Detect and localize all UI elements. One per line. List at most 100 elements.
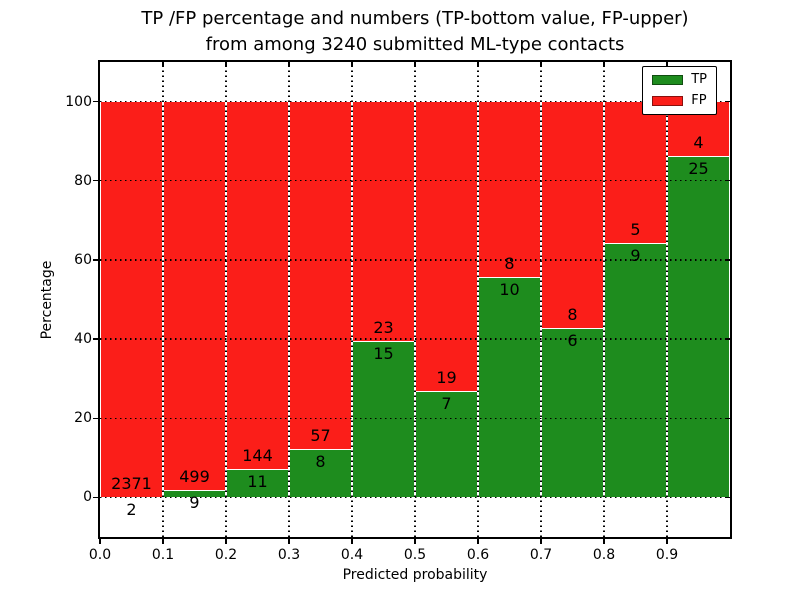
bar-segment-fp — [289, 101, 352, 449]
bar-segment-fp — [604, 101, 667, 243]
y-tick-mark — [93, 338, 98, 340]
x-tick-mark — [477, 539, 479, 544]
fp-count-label: 144 — [242, 446, 273, 466]
x-tick-label: 0.8 — [592, 547, 616, 563]
tp-count-label: 6 — [567, 330, 578, 350]
x-tick-mark — [225, 539, 227, 544]
x-tick-mark-top — [288, 62, 290, 67]
fp-count-label: 2371 — [111, 474, 152, 494]
x-tick-label: 0.5 — [403, 547, 427, 563]
x-tick-mark — [288, 539, 290, 544]
y-tick-mark-right — [725, 100, 730, 103]
bar-segment-fp — [352, 101, 415, 342]
fp-count-label: 23 — [373, 318, 394, 338]
legend: TP FP — [642, 66, 717, 115]
tp-count-label: 7 — [441, 393, 452, 413]
x-tick-mark — [603, 539, 605, 544]
bar-segment-tp — [667, 156, 730, 498]
bar-segment-fp — [415, 101, 478, 391]
legend-item-tp: TP — [652, 73, 707, 87]
x-gridline — [603, 62, 605, 537]
tp-count-label: 15 — [373, 344, 394, 364]
x-axis-label: Predicted probability — [342, 567, 488, 583]
x-tick-label: 0.9 — [655, 547, 679, 563]
y-tick-mark — [93, 180, 98, 182]
tp-count-label: 2 — [126, 500, 137, 520]
x-gridline — [477, 62, 479, 537]
y-tick-label: 60 — [74, 251, 92, 268]
x-tick-mark — [414, 539, 416, 544]
x-tick-mark — [540, 539, 542, 544]
x-tick-mark-top — [414, 62, 416, 67]
y-tick-mark-right — [725, 496, 730, 499]
plot-area: 2371 2 499 9 144 11 57 8 23 15 19 7 8 10 8 6 5 9 4 25 TP FP — [93, 60, 732, 544]
x-tick-label: 0.4 — [340, 547, 364, 563]
x-tick-mark-top — [477, 62, 479, 67]
bar-segment-tp — [415, 390, 478, 498]
fp-count-label: 57 — [310, 425, 331, 445]
legend-swatch-tp — [652, 75, 684, 85]
x-gridline — [225, 62, 227, 537]
x-tick-mark — [99, 539, 101, 544]
fp-count-label: 8 — [504, 254, 515, 274]
x-tick-mark-top — [225, 62, 227, 67]
chart-title-line2: from among 3240 submitted ML-type contac… — [205, 34, 625, 55]
x-tick-label: 0.7 — [529, 547, 553, 563]
bar-segment-tp — [604, 242, 667, 498]
x-tick-mark-top — [603, 62, 605, 67]
x-gridline — [540, 62, 542, 537]
y-tick-mark-right — [725, 338, 730, 340]
y-tick-label: 100 — [65, 93, 92, 110]
x-tick-mark — [351, 539, 353, 544]
legend-label-tp: TP — [691, 72, 707, 87]
tp-count-label: 9 — [189, 493, 200, 513]
x-gridline — [162, 62, 164, 537]
fp-count-label: 499 — [179, 467, 210, 487]
y-tick-mark — [93, 417, 98, 419]
x-tick-label: 0.0 — [88, 547, 112, 563]
x-tick-label: 0.6 — [466, 547, 490, 563]
bar-segment-fp — [100, 101, 163, 498]
legend-item-fp: FP — [652, 94, 707, 108]
y-tick-label: 40 — [74, 331, 92, 348]
fp-count-label: 8 — [567, 304, 578, 324]
tp-count-label: 11 — [247, 472, 268, 492]
x-gridline — [288, 62, 290, 537]
legend-label-fp: FP — [691, 93, 707, 108]
chart-title-line1: TP /FP percentage and numbers (TP-bottom… — [141, 8, 689, 29]
x-tick-label: 0.2 — [214, 547, 238, 563]
x-gridline — [351, 62, 353, 537]
chart-title: TP /FP percentage and numbers (TP-bottom… — [85, 6, 745, 58]
y-tick-mark — [93, 259, 98, 261]
bar-segment-fp — [478, 101, 541, 278]
tp-count-label: 10 — [499, 280, 520, 300]
x-tick-label: 0.1 — [151, 547, 175, 563]
y-tick-mark — [93, 496, 98, 499]
tp-count-label: 25 — [688, 159, 709, 179]
x-tick-mark — [666, 539, 668, 544]
x-tick-mark-top — [540, 62, 542, 67]
x-tick-label: 0.3 — [277, 547, 301, 563]
tp-count-label: 8 — [315, 451, 326, 471]
bar-segment-fp — [541, 101, 604, 328]
x-tick-mark-top — [666, 62, 668, 67]
fp-count-label: 4 — [693, 133, 704, 153]
y-tick-mark-right — [725, 259, 730, 261]
y-tick-label: 0 — [83, 489, 92, 506]
fp-count-label: 19 — [436, 367, 457, 387]
x-gridline — [414, 62, 416, 537]
bar-segment-fp — [163, 101, 226, 491]
y-tick-mark-right — [725, 180, 730, 182]
y-tick-label: 80 — [74, 172, 92, 189]
tp-count-label: 9 — [630, 245, 641, 265]
y-tick-label: 20 — [74, 410, 92, 427]
fp-count-label: 5 — [630, 219, 641, 239]
legend-swatch-fp — [652, 96, 684, 106]
bar-segment-tp — [541, 327, 604, 498]
bar-segment-fp — [226, 101, 289, 470]
bar-segment-tp — [478, 277, 541, 498]
y-tick-mark-right — [725, 417, 730, 419]
y-tick-mark — [93, 100, 98, 103]
x-tick-mark-top — [162, 62, 164, 67]
